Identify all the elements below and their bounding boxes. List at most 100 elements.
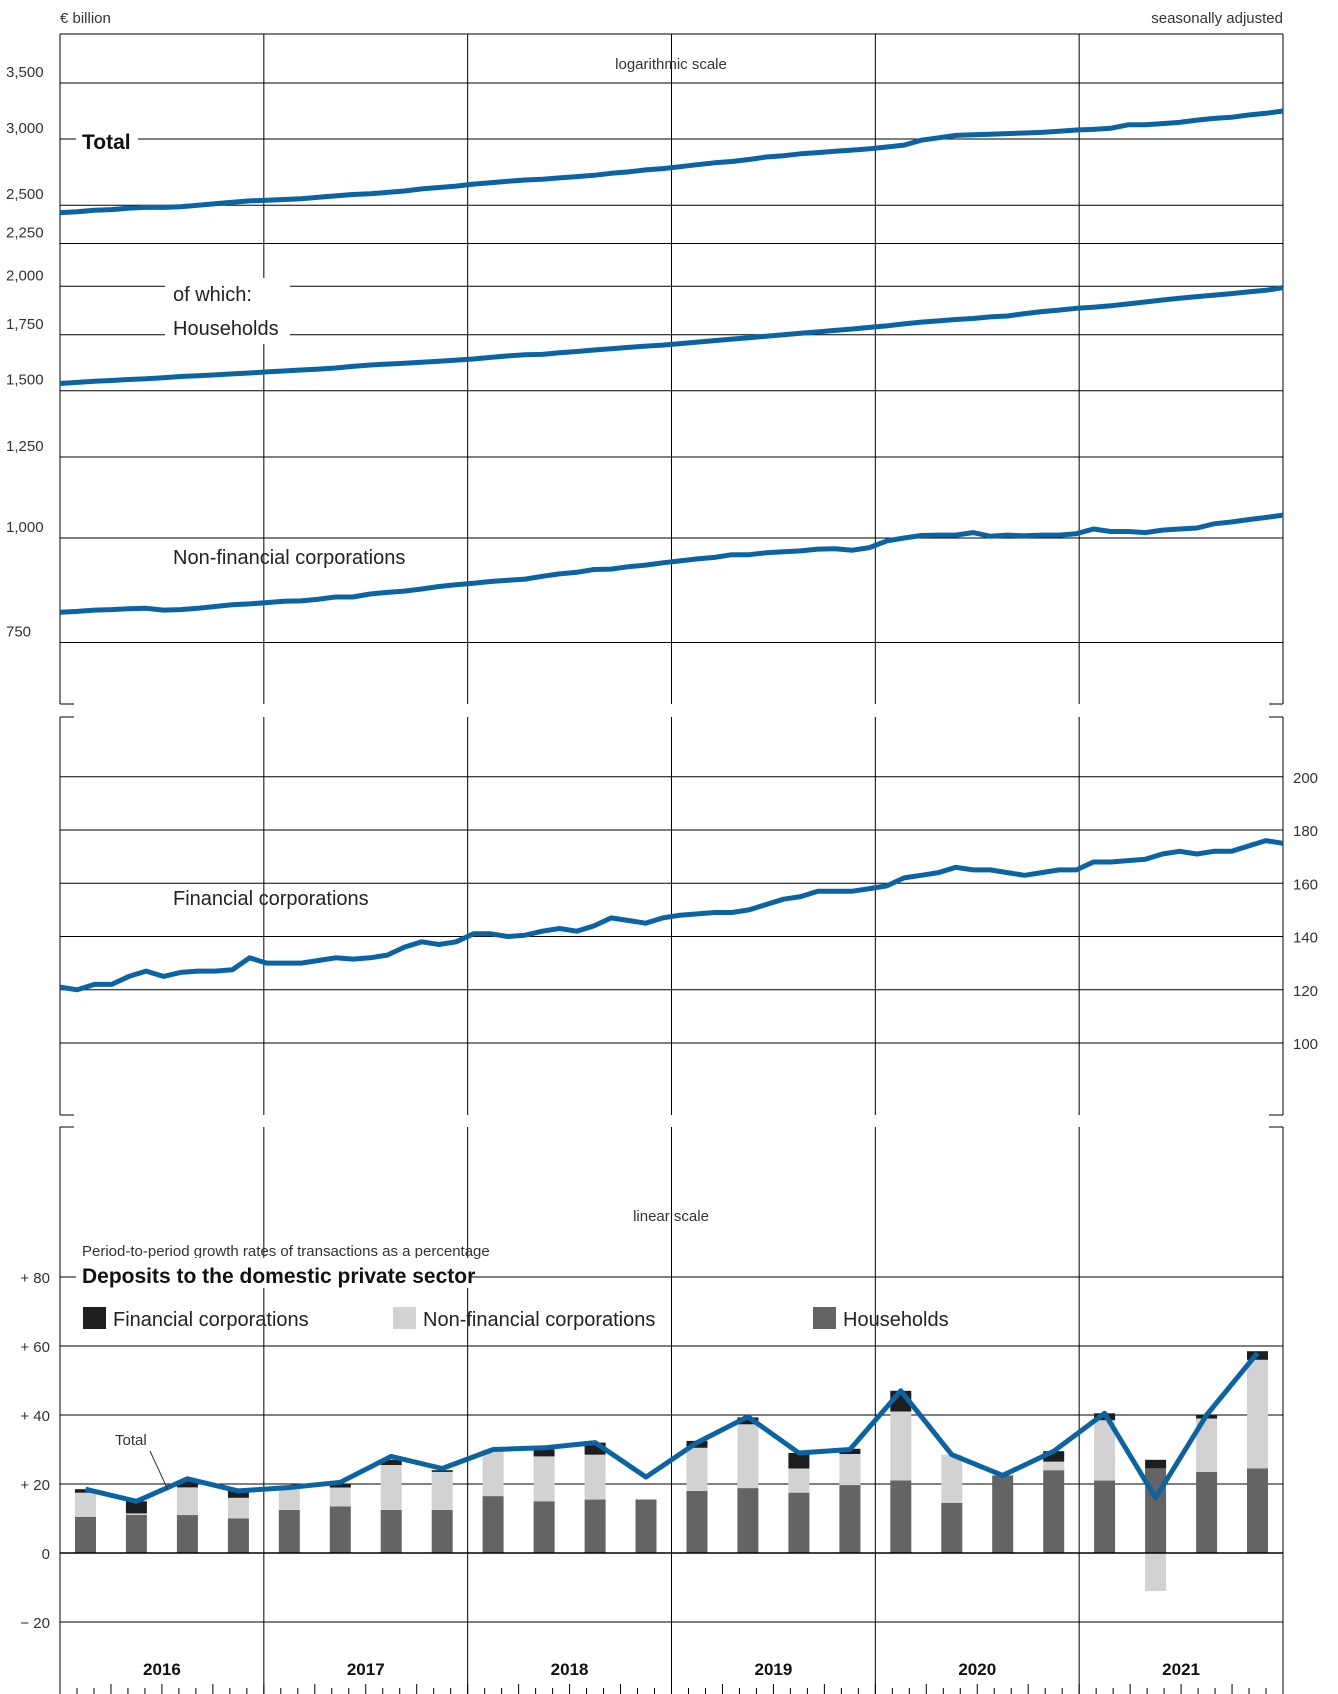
series-label-households: Households bbox=[173, 318, 279, 340]
bar-nonfinancial bbox=[941, 1454, 963, 1503]
log-axis-tick-label: 3,000 bbox=[6, 120, 44, 137]
legend-swatch-households bbox=[813, 1307, 836, 1329]
total-annotation-leader bbox=[149, 1450, 169, 1491]
log-axis-tick-label: 1,000 bbox=[6, 519, 44, 536]
fc-axis-tick-label: 180 bbox=[1293, 823, 1318, 840]
log-axis-tick-label: 1,500 bbox=[6, 372, 44, 389]
bar-households bbox=[533, 1501, 555, 1554]
bar-financial bbox=[380, 1459, 402, 1465]
chart-title: Deposits to the domestic private sector bbox=[82, 1265, 475, 1288]
bar-nonfinancial bbox=[176, 1487, 198, 1516]
bar-financial bbox=[788, 1453, 810, 1469]
chart-title-backdrop bbox=[76, 1258, 471, 1288]
series-label-total: Total bbox=[82, 131, 131, 154]
bar-households bbox=[329, 1506, 351, 1553]
unit-label: € billion bbox=[60, 10, 111, 27]
bar-nonfinancial bbox=[533, 1456, 555, 1502]
bar-axis-tick-label: + 60 bbox=[20, 1339, 50, 1356]
bar-nonfinancial bbox=[75, 1492, 96, 1517]
bar-households bbox=[584, 1499, 606, 1553]
bar-households bbox=[227, 1518, 249, 1553]
bar-households bbox=[686, 1490, 708, 1553]
bar-nonfinancial bbox=[227, 1497, 249, 1519]
log-axis-tick-label: 2,500 bbox=[6, 186, 44, 203]
text-layer: € billion seasonally adjusted logarithmi… bbox=[6, 10, 1318, 1679]
bar-nonfinancial bbox=[890, 1411, 912, 1481]
bar-households bbox=[788, 1492, 810, 1553]
bar-nonfinancial bbox=[380, 1465, 402, 1510]
bar-households bbox=[1247, 1468, 1268, 1553]
bar-financial bbox=[227, 1490, 249, 1498]
bar-axis-tick-label: + 20 bbox=[20, 1477, 50, 1494]
bar-households bbox=[890, 1480, 912, 1553]
bar-financial bbox=[737, 1417, 759, 1425]
series-line-nfc bbox=[59, 512, 1284, 615]
bar-nonfinancial bbox=[329, 1487, 351, 1507]
grid-layer bbox=[59, 33, 1284, 1694]
fc-axis-tick-label: 160 bbox=[1293, 876, 1318, 893]
log-axis-tick-label: 3,500 bbox=[6, 64, 44, 81]
lines-layer bbox=[59, 108, 1284, 1554]
bar-households bbox=[380, 1509, 402, 1553]
year-label: 2018 bbox=[551, 1660, 589, 1679]
bar-financial bbox=[533, 1449, 555, 1457]
bar-financial bbox=[431, 1470, 453, 1472]
year-label: 2020 bbox=[958, 1660, 996, 1679]
series-line-total bbox=[59, 108, 1284, 216]
series-label-of-which: of which: bbox=[173, 284, 252, 306]
bar-households bbox=[635, 1499, 657, 1553]
legend-label-nonfinancial: Non-financial corporations bbox=[423, 1309, 655, 1331]
label-backdrop-households bbox=[165, 278, 290, 344]
bar-nonfinancial bbox=[1247, 1359, 1268, 1469]
bar-nonfinancial bbox=[1094, 1420, 1116, 1481]
linear-scale-note: linear scale bbox=[633, 1208, 709, 1225]
bar-axis-tick-label: + 80 bbox=[20, 1270, 50, 1287]
bar-households bbox=[278, 1509, 300, 1553]
bar-financial bbox=[1145, 1459, 1167, 1469]
legend-swatch-financial bbox=[83, 1307, 106, 1329]
bar-nonfinancial bbox=[431, 1471, 453, 1510]
bar-nonfinancial bbox=[1196, 1418, 1218, 1472]
series-label-fc: Financial corporations bbox=[173, 888, 369, 910]
log-axis-tick-label: 750 bbox=[6, 623, 31, 640]
series-label-nfc: Non-financial corporations bbox=[173, 547, 405, 569]
bar-nonfinancial bbox=[482, 1449, 504, 1497]
bar-households bbox=[737, 1488, 759, 1553]
bar-axis-tick-label: − 20 bbox=[20, 1615, 50, 1632]
bar-households bbox=[1196, 1471, 1218, 1553]
fc-axis-tick-label: 100 bbox=[1293, 1036, 1318, 1053]
series-line-fc bbox=[59, 838, 1284, 993]
bar-nonfinancial bbox=[584, 1454, 606, 1500]
total-annotation: Total bbox=[115, 1432, 147, 1449]
log-scale-note: logarithmic scale bbox=[615, 56, 727, 73]
log-axis-tick-label: 2,000 bbox=[6, 267, 44, 284]
bar-financial bbox=[329, 1484, 351, 1488]
bar-households bbox=[431, 1509, 453, 1553]
bar-households bbox=[482, 1496, 504, 1553]
adjustment-label: seasonally adjusted bbox=[1151, 10, 1283, 27]
log-axis-tick-label: 1,750 bbox=[6, 316, 44, 333]
log-axis-tick-label: 2,250 bbox=[6, 224, 44, 241]
legend-swatch-nonfinancial bbox=[393, 1307, 416, 1329]
year-label: 2017 bbox=[347, 1660, 385, 1679]
bar-households bbox=[992, 1475, 1014, 1553]
label-backdrop-total bbox=[76, 127, 138, 157]
fc-axis-tick-label: 140 bbox=[1293, 930, 1318, 947]
bar-nonfinancial bbox=[1043, 1461, 1065, 1471]
bar-households bbox=[941, 1503, 963, 1553]
growth-rate-note: Period-to-period growth rates of transac… bbox=[82, 1243, 490, 1260]
legend: Financial corporations Non-financial cor… bbox=[83, 1307, 949, 1331]
bar-nonfinancial bbox=[278, 1485, 300, 1510]
series-line-households bbox=[59, 285, 1284, 386]
bar-financial bbox=[176, 1480, 198, 1488]
year-label: 2021 bbox=[1162, 1660, 1200, 1679]
legend-label-households: Households bbox=[843, 1309, 949, 1331]
series-line-total-growth bbox=[84, 1351, 1260, 1504]
bars-layer bbox=[75, 1351, 1268, 1591]
fc-axis-tick-label: 120 bbox=[1293, 983, 1318, 1000]
bar-nonfinancial bbox=[686, 1447, 708, 1491]
fc-axis-tick-label: 200 bbox=[1293, 770, 1318, 787]
bar-financial bbox=[125, 1501, 147, 1514]
